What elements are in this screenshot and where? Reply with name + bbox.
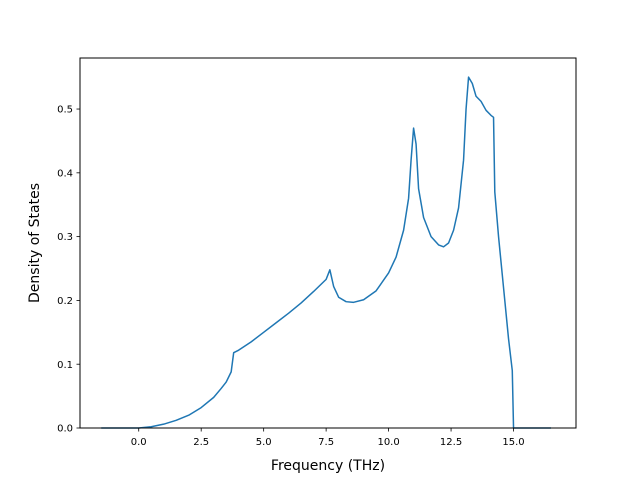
x-tick-label: 0.0	[131, 437, 147, 448]
dos-series-line	[101, 76, 552, 429]
y-axis-ticks: 0.0 0.1 0.2 0.3 0.4 0.5	[57, 105, 80, 435]
y-tick-label: 0.2	[57, 296, 73, 307]
x-tick-label: 15.0	[502, 437, 524, 448]
x-axis-ticks: 0.0 2.5 5.0 7.5 10.0 12.5 15.0	[131, 428, 525, 448]
plot-frame	[79, 57, 577, 429]
y-tick-label: 0.4	[57, 168, 73, 179]
x-axis-label: Frequency (THz)	[271, 458, 385, 474]
x-tick-label: 10.0	[377, 437, 399, 448]
y-tick-label: 0.1	[57, 360, 73, 371]
y-axis-label: Density of States	[27, 183, 43, 303]
y-tick-label: 0.3	[57, 232, 73, 243]
plot-area	[101, 76, 552, 429]
x-tick-label: 5.0	[256, 437, 272, 448]
x-tick-label: 2.5	[193, 437, 209, 448]
x-tick-label: 12.5	[440, 437, 462, 448]
x-tick-label: 7.5	[318, 437, 334, 448]
y-tick-label: 0.5	[57, 105, 73, 116]
y-tick-label: 0.0	[57, 424, 73, 435]
